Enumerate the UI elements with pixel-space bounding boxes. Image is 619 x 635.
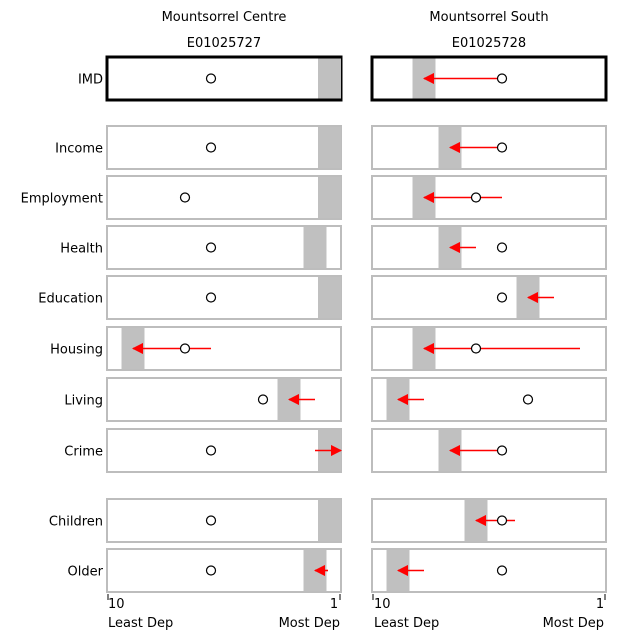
axis-caption-left-centre: Least Dep	[108, 616, 173, 631]
axis-caption-right-centre: Most Dep	[279, 616, 340, 631]
row-label-imd: IMD	[78, 73, 103, 88]
marker-crime-p1	[205, 445, 217, 456]
axis-tick-left-south: 10	[374, 597, 391, 612]
row-box-imd-p1	[105, 55, 343, 102]
marker-older-p2	[496, 565, 508, 576]
axis-caption-right-south: Most Dep	[543, 616, 604, 631]
panel-code-south: E01025728	[452, 36, 526, 51]
axis-caption-left-south: Least Dep	[374, 616, 439, 631]
marker-employment-p2	[470, 192, 482, 203]
marker-children-p2	[496, 515, 508, 526]
marker-living-p2	[522, 394, 534, 405]
row-label-income: Income	[55, 142, 103, 157]
marker-education-p1	[205, 292, 217, 303]
marker-housing-p2	[470, 343, 482, 354]
row-label-health: Health	[60, 242, 103, 257]
marker-health-p2	[496, 242, 508, 253]
row-box-income-p2	[371, 125, 607, 170]
marker-health-p1	[205, 242, 217, 253]
row-label-children: Children	[49, 515, 103, 530]
highlight-children-p1	[318, 500, 341, 541]
axis-tick-left-centre: 10	[108, 597, 125, 612]
row-box-health-p1	[106, 225, 342, 270]
panel-code-centre: E01025727	[187, 36, 261, 51]
row-label-housing: Housing	[50, 343, 103, 358]
row-label-older: Older	[68, 565, 104, 580]
marker-living-p1	[257, 394, 269, 405]
panel-title-centre: Mountsorrel Centre	[162, 10, 287, 25]
marker-children-p1	[205, 515, 217, 526]
marker-crime-p2	[496, 445, 508, 456]
row-box-employment-p1	[106, 175, 342, 220]
marker-income-p1	[205, 142, 217, 153]
row-box-children-p1	[106, 498, 342, 543]
row-box-education-p1	[106, 275, 342, 320]
row-box-crime-p1	[106, 428, 342, 473]
row-label-living: Living	[64, 394, 103, 409]
axis-tick-right-south: 1	[596, 597, 604, 612]
marker-housing-p1	[179, 343, 191, 354]
row-label-education: Education	[38, 292, 103, 307]
panel-title-south: Mountsorrel South	[429, 10, 548, 25]
row-label-crime: Crime	[64, 445, 103, 460]
marker-imd-p1	[205, 73, 217, 84]
marker-employment-p1	[179, 192, 191, 203]
highlight-education-p1	[318, 277, 341, 318]
highlight-health-p1	[303, 227, 327, 268]
marker-imd-p2	[496, 73, 508, 84]
highlight-imd-p1	[318, 58, 341, 99]
row-label-employment: Employment	[21, 192, 103, 207]
highlight-income-p1	[318, 127, 341, 168]
marker-education-p2	[496, 292, 508, 303]
row-box-older-p1	[106, 548, 342, 593]
marker-older-p1	[205, 565, 217, 576]
axis-tick-right-centre: 1	[330, 597, 338, 612]
row-box-education-p2	[371, 275, 607, 320]
row-box-health-p2	[371, 225, 607, 270]
highlight-employment-p1	[318, 177, 341, 218]
row-box-income-p1	[106, 125, 342, 170]
marker-income-p2	[496, 142, 508, 153]
